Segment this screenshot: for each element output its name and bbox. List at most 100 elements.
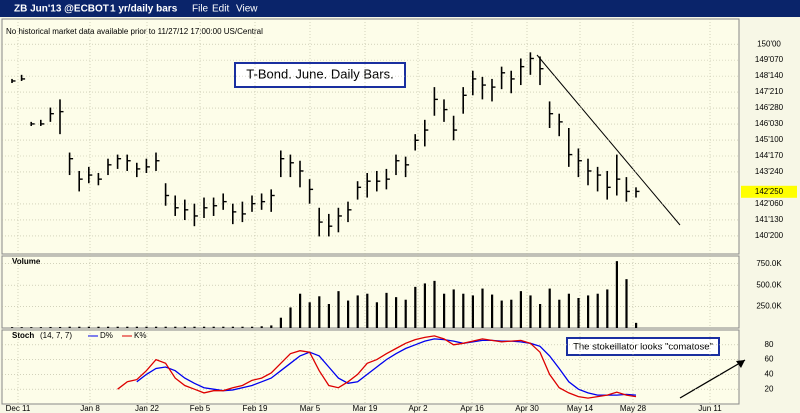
volume-bar [366,293,369,328]
y-tick-label: 145'100 [755,135,784,144]
arrow-head [736,360,745,368]
x-tick-label: Mar 19 [353,404,378,413]
volume-bar [87,326,90,328]
arrow [679,359,746,399]
y-tick-label: 147'210 [755,87,784,96]
y-tick-label: 20 [765,384,774,393]
y-tick-label: 500.0K [756,280,782,289]
y-tick-label: 250.0K [756,302,782,311]
volume-bar [30,327,33,328]
volume-bar [308,302,311,328]
x-tick-label: May 28 [620,404,647,413]
volume-bar [347,300,350,328]
x-tick-label: Jan 22 [135,404,160,413]
x-tick-label: May 14 [567,404,594,413]
volume-bar [174,326,177,328]
volume-bar [356,295,359,328]
volume-bar [635,322,638,328]
annotation-box [566,337,720,356]
volume-bar [164,326,167,328]
x-tick-label: Feb 5 [190,404,211,413]
annotation-box [234,62,406,88]
volume-bar [193,326,196,328]
volume-bar [231,326,234,328]
notice: No historical market data available prio… [6,27,263,36]
legend-entry: K% [134,331,146,340]
volume-panel [1,255,740,329]
volume-bar [251,326,254,328]
annotation: The stokeillator looks "comatose" [573,342,713,353]
stoch-line [117,335,637,399]
volume-bar [423,283,426,328]
volume-bar [212,326,215,328]
volume-bar [97,326,100,328]
period[interactable]: 1 yr/daily bars [110,4,178,15]
volume-bar [500,300,503,328]
y-tick-label: 140'200 [755,231,784,240]
menu[interactable]: View [236,4,258,15]
symbol[interactable]: ZB Jun'13 @ECBOT [14,4,109,15]
panel-params: (14, 7, 7) [40,331,72,340]
volume-bar [452,289,455,328]
y-tick-label: 146'030 [755,119,784,128]
y-tick-label: 146'280 [755,103,784,112]
y-tick-label: 141'130 [755,215,784,224]
volume-bar [299,293,302,328]
y-tick-label: 80 [765,340,774,349]
volume-bar [519,291,522,328]
volume-bar [395,297,398,328]
volume-bar [145,326,148,328]
volume-bar [385,292,388,328]
panel-title: Stoch [12,331,34,340]
y-tick-label: 150'00 [757,39,781,48]
menu[interactable]: Edit [212,4,229,15]
x-tick-label: Apr 30 [515,404,539,413]
x-tick-label: Jun 11 [698,404,722,413]
volume-bar [510,299,513,328]
volume-bar [222,326,225,328]
volume-bar [471,295,474,328]
volume-bar [462,293,465,328]
last-price-box [741,185,797,198]
x-tick-label: Feb 19 [243,404,268,413]
volume-bar [481,288,484,328]
price-panel [1,18,740,255]
volume-bar [327,304,330,328]
x-tick-label: Dec 11 [6,404,31,413]
last-price-label: 142'250 [755,187,784,196]
volume-bar [587,295,590,328]
volume-bar [491,294,494,328]
volume-bar [68,326,71,328]
volume-bar [289,307,292,328]
volume-bar [39,327,42,328]
volume-bar [414,286,417,328]
y-tick-label: 40 [765,370,774,379]
volume-bar [404,299,407,328]
volume-bar [270,325,273,328]
panel-title: Volume [12,257,41,266]
menu[interactable]: File [192,4,209,15]
y-tick-label: 149'070 [755,55,784,64]
y-tick-label: 142'060 [755,199,784,208]
volume-bar [615,261,618,328]
volume-bar [596,293,599,328]
volume-bar [126,326,129,328]
y-tick-label: 144'170 [755,151,784,160]
volume-bar [241,326,244,328]
annotation: T-Bond. June. Daily Bars. [246,66,393,81]
volume-bar [78,326,81,328]
volume-bar [625,279,628,328]
volume-bar [49,326,52,328]
volume-bar [183,326,186,328]
volume-bar [577,298,580,328]
volume-bar [107,326,110,328]
volume-bar [548,288,551,328]
x-tick-label: Jan 8 [80,404,100,413]
x-tick-label: Apr 2 [408,404,428,413]
y-tick-label: 750.0K [756,259,782,268]
volume-bar [443,293,446,328]
volume-bar [567,293,570,328]
volume-bar [318,296,321,328]
